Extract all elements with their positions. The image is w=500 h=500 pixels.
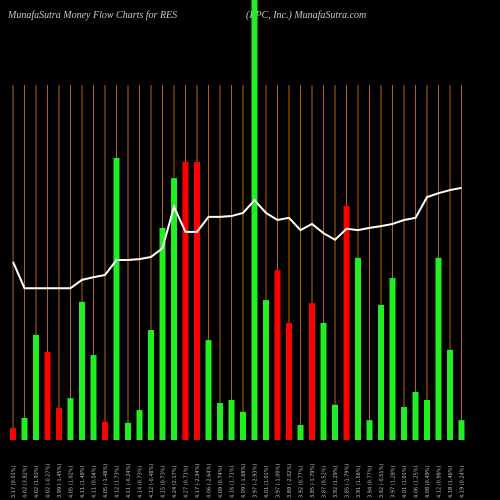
x-tick-label: 4.05 (1.02%) (69, 465, 75, 498)
x-tick-label: 4.18 (1.46%) (448, 465, 454, 498)
x-tick-label: 4.02 (-0.27%) (46, 464, 52, 498)
bar (251, 0, 258, 440)
x-tick-label: 4.01 (1.01%) (264, 465, 270, 498)
x-tick-label: 4.02 (1.93%) (34, 465, 40, 498)
x-tick-label: 4.16 (1.71%) (230, 465, 236, 498)
x-tick-label: 3.97 (-2.93%) (253, 464, 259, 498)
chart-subtitle: (RPC, Inc.) MunafaSutra.com (246, 10, 366, 21)
bar (332, 404, 338, 440)
x-tick-label: 3.85 (-1.79%) (310, 464, 316, 498)
bar (171, 178, 177, 440)
bar (194, 161, 200, 441)
chart-title: MunafaSutra Money Flow Charts for RES (7, 10, 177, 21)
x-tick-label: 4.17 (-2.34%) (195, 464, 201, 498)
x-tick-label: 4.11 (1.48%) (80, 465, 86, 498)
x-tick-label: 4.24 (2.17%) (172, 465, 178, 498)
x-tick-label: 3.99 (-1.45%) (57, 464, 63, 498)
x-tick-label: 4.05 (-1.48%) (103, 464, 109, 498)
x-tick-label: 4.06 (1.25%) (414, 465, 420, 498)
bar (424, 399, 430, 440)
bar (286, 322, 292, 440)
x-tick-label: 3.92 (1.29%) (333, 465, 339, 498)
x-tick-label: 4.11 (0.04%) (92, 465, 98, 498)
bar (159, 227, 166, 440)
bar (228, 399, 235, 440)
x-tick-label: 3.17 (0.01%) (11, 465, 17, 498)
bar (205, 340, 212, 440)
x-tick-label: 4.01 (1.01%) (402, 465, 408, 498)
x-tick-label: 4.09 (0.74%) (218, 465, 224, 498)
bar (263, 300, 269, 440)
bar (458, 420, 465, 440)
bar (435, 257, 442, 440)
bar (343, 205, 350, 440)
x-tick-label: 3.92 (-0.51%) (379, 464, 385, 498)
x-tick-label: 4.08 (0.49%) (425, 465, 431, 498)
x-tick-label: 3.87 (0.52%) (322, 465, 328, 498)
bar (10, 428, 16, 440)
x-tick-label: 3.97 (1.28%) (391, 465, 397, 498)
bar (240, 411, 246, 440)
bar (90, 355, 97, 440)
bar (366, 420, 373, 440)
x-tick-label: 3.97 (-1.00%) (276, 464, 282, 498)
x-tick-label: 4.15 (0.73%) (161, 465, 167, 498)
bar (113, 157, 120, 440)
x-tick-label: 4.14 (0.73%) (138, 465, 144, 498)
bar (378, 304, 384, 440)
bar (44, 352, 51, 440)
x-tick-label: 4.11 (-0.24%) (126, 464, 132, 498)
bar (33, 334, 39, 440)
bar (309, 303, 315, 440)
bar (389, 278, 396, 440)
bar (355, 257, 361, 440)
bar (297, 425, 304, 440)
x-tick-label: 4.09 (-1.68%) (241, 464, 247, 498)
x-tick-label: 4.19 (0.24%) (460, 465, 466, 498)
bar (412, 392, 419, 440)
x-tick-label: 3.85 (-1.79%) (345, 464, 351, 498)
bar (447, 349, 453, 440)
bar (79, 301, 85, 440)
x-tick-label: 4.27 (0.71%) (184, 465, 190, 498)
bar (136, 410, 143, 440)
x-tick-label: 4.12 (0.98%) (437, 465, 443, 498)
x-tick-label: 3.94 (0.77%) (368, 465, 374, 498)
bar (182, 161, 189, 441)
bar (102, 421, 108, 440)
money-flow-line (12, 186, 462, 290)
x-tick-label: 4.02 (3.82%) (23, 465, 29, 498)
bar (56, 407, 62, 440)
bar (67, 398, 74, 440)
bar (125, 422, 131, 440)
x-tick-label: 4.12 (1.73%) (115, 465, 121, 498)
bar (320, 322, 327, 440)
bar (148, 330, 154, 440)
x-tick-label: 4.06 (-2.64%) (207, 464, 213, 498)
x-tick-label: 3.91 (1.56%) (356, 465, 362, 498)
bar (21, 418, 28, 440)
x-tick-label: 3.89 (-2.02%) (287, 464, 293, 498)
x-tick-label: 4.12 (-0.48%) (149, 464, 155, 498)
bar (274, 270, 281, 440)
x-tick-label: 3.92 (0.77%) (299, 465, 305, 498)
bar (401, 407, 407, 440)
bar (217, 403, 223, 440)
